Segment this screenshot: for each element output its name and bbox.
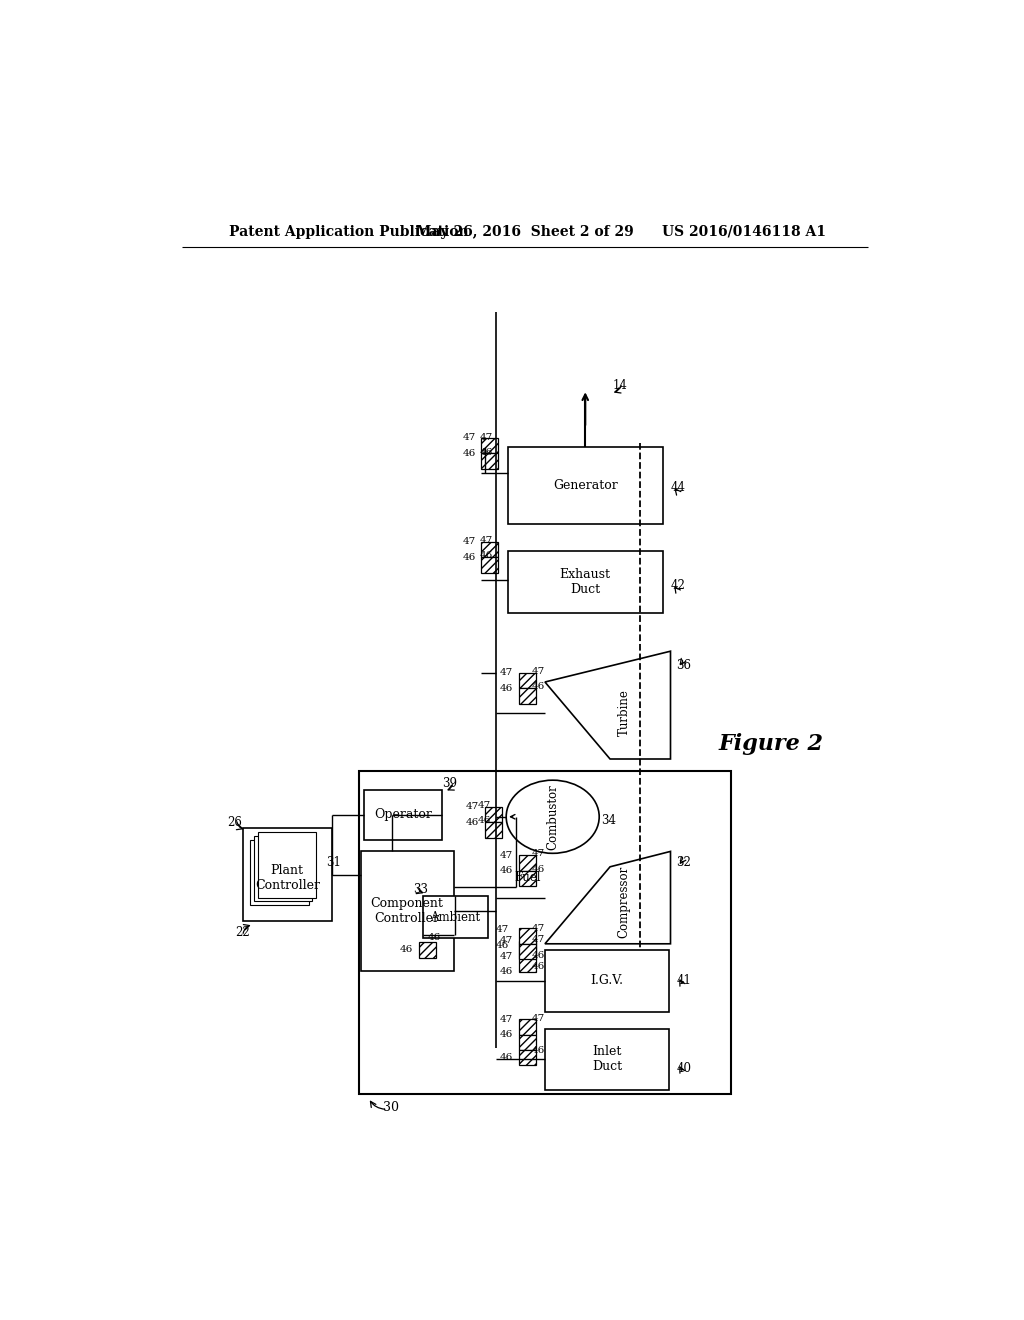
Text: Figure 2: Figure 2: [719, 733, 823, 755]
Text: 41: 41: [676, 974, 691, 987]
Bar: [518, 1019, 536, 1035]
Text: 34: 34: [601, 814, 616, 828]
Text: 47: 47: [500, 1015, 513, 1024]
Text: 46: 46: [479, 552, 493, 560]
Bar: [484, 822, 502, 837]
Bar: [484, 807, 502, 822]
Bar: [419, 942, 435, 958]
Bar: [481, 453, 499, 469]
Text: 46: 46: [500, 866, 513, 875]
Bar: [518, 855, 536, 871]
Bar: [481, 543, 499, 557]
Text: 47: 47: [478, 801, 492, 809]
Bar: [243, 829, 332, 921]
Text: Operator: Operator: [374, 808, 432, 821]
Text: 47: 47: [532, 924, 546, 933]
Bar: [518, 928, 536, 944]
Text: 47: 47: [500, 936, 513, 945]
Text: 47: 47: [500, 668, 513, 677]
Text: 47: 47: [532, 1014, 546, 1023]
Text: 46: 46: [466, 817, 479, 826]
Text: 33: 33: [414, 883, 428, 896]
Text: 47: 47: [479, 536, 493, 545]
Text: Turbine: Turbine: [617, 689, 631, 737]
Bar: [359, 771, 731, 1094]
Polygon shape: [545, 651, 671, 759]
Bar: [518, 688, 536, 704]
Text: 22: 22: [236, 925, 250, 939]
Text: 47: 47: [463, 537, 476, 546]
Bar: [251, 840, 308, 906]
Bar: [481, 557, 499, 573]
Text: May 26, 2016  Sheet 2 of 29: May 26, 2016 Sheet 2 of 29: [416, 224, 634, 239]
Bar: [254, 836, 312, 902]
Text: US 2016/0146118 A1: US 2016/0146118 A1: [662, 224, 825, 239]
Text: 47: 47: [532, 667, 546, 676]
Text: 47: 47: [532, 936, 546, 944]
Text: 46: 46: [478, 816, 492, 825]
Text: 32: 32: [676, 857, 691, 870]
Bar: [518, 1035, 536, 1051]
Text: 31: 31: [326, 857, 341, 870]
Text: 46: 46: [532, 1045, 546, 1055]
Bar: [508, 552, 663, 612]
Text: 46: 46: [532, 962, 546, 972]
Text: 47: 47: [479, 433, 493, 442]
Text: 46: 46: [500, 1030, 513, 1039]
Text: 46: 46: [532, 950, 546, 960]
Text: 36: 36: [676, 659, 691, 672]
Bar: [423, 896, 488, 939]
Text: 47: 47: [500, 851, 513, 859]
Bar: [508, 447, 663, 524]
Text: 44: 44: [671, 482, 686, 495]
Bar: [518, 941, 536, 956]
Text: 46: 46: [532, 865, 546, 874]
Text: 47: 47: [532, 849, 546, 858]
Text: Exhaust
Duct: Exhaust Duct: [560, 568, 610, 595]
Text: 40: 40: [676, 1063, 691, 1074]
Polygon shape: [545, 851, 671, 944]
Bar: [481, 438, 499, 453]
Text: 47: 47: [496, 925, 509, 935]
Text: 42: 42: [671, 579, 686, 593]
Bar: [518, 944, 536, 960]
Text: 46: 46: [500, 968, 513, 975]
Text: Ambient: Ambient: [430, 911, 480, 924]
Text: 26: 26: [227, 816, 243, 829]
Text: Plant
Controller: Plant Controller: [255, 865, 319, 892]
Text: 46: 46: [400, 945, 414, 954]
Bar: [545, 950, 669, 1011]
Bar: [518, 871, 536, 886]
Text: 46: 46: [463, 553, 476, 562]
Text: 47: 47: [463, 433, 476, 442]
Text: 46: 46: [427, 933, 440, 942]
Text: Patent Application Publication: Patent Application Publication: [228, 224, 468, 239]
Bar: [365, 789, 442, 840]
Text: 46: 46: [500, 1053, 513, 1063]
Bar: [360, 851, 454, 970]
Text: 46: 46: [479, 447, 493, 457]
Text: 46: 46: [532, 682, 546, 692]
Text: 47: 47: [500, 952, 513, 961]
Text: Component
Controller: Component Controller: [371, 898, 443, 925]
Text: 30: 30: [384, 1101, 399, 1114]
Text: 14: 14: [612, 379, 628, 392]
Text: Generator: Generator: [553, 479, 617, 492]
Text: Combustor: Combustor: [546, 784, 559, 850]
Text: 46: 46: [500, 684, 513, 693]
Text: Compressor: Compressor: [617, 866, 631, 937]
Text: 46: 46: [463, 449, 476, 458]
Bar: [545, 1028, 669, 1090]
Text: Inlet
Duct: Inlet Duct: [592, 1045, 622, 1073]
Ellipse shape: [506, 780, 599, 853]
Text: 46: 46: [496, 941, 509, 950]
Text: Fuel: Fuel: [514, 871, 541, 884]
Text: 39: 39: [442, 777, 457, 791]
Bar: [258, 832, 316, 898]
Bar: [518, 956, 536, 972]
Bar: [518, 673, 536, 688]
Bar: [518, 1051, 536, 1065]
Text: 47: 47: [466, 803, 479, 812]
Text: I.G.V.: I.G.V.: [591, 974, 624, 987]
